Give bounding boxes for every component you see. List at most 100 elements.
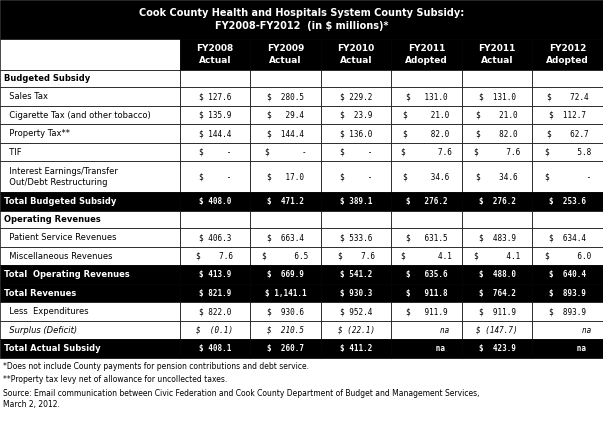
Bar: [532, 87, 603, 106]
Bar: [532, 70, 603, 87]
Text: $   631.5: $ 631.5: [406, 233, 447, 242]
Bar: [250, 192, 321, 211]
Bar: [0, 321, 180, 340]
Text: $  280.5: $ 280.5: [267, 92, 304, 101]
Bar: [532, 265, 603, 284]
Bar: [532, 229, 603, 247]
Text: $    7.6: $ 7.6: [338, 251, 374, 260]
Bar: [532, 162, 603, 192]
Bar: [391, 192, 462, 211]
Bar: [0, 0, 603, 39]
Bar: [180, 192, 250, 211]
Bar: [532, 321, 603, 340]
Text: $     21.0: $ 21.0: [403, 111, 450, 120]
Bar: [250, 87, 321, 106]
Bar: [250, 265, 321, 284]
Text: $  (0.1): $ (0.1): [197, 326, 233, 335]
Bar: [462, 321, 532, 340]
Text: $     -: $ -: [199, 172, 231, 181]
Bar: [0, 106, 180, 124]
Text: $ 1,141.1: $ 1,141.1: [265, 289, 306, 298]
Bar: [391, 162, 462, 192]
Bar: [180, 106, 250, 124]
Text: $   29.4: $ 29.4: [267, 111, 304, 120]
Bar: [462, 211, 532, 229]
Bar: [0, 124, 180, 143]
Text: $  634.4: $ 634.4: [549, 233, 586, 242]
Text: $  911.9: $ 911.9: [479, 307, 516, 316]
Bar: [321, 143, 391, 162]
Bar: [391, 284, 462, 302]
Text: $  471.2: $ 471.2: [267, 197, 304, 206]
Bar: [250, 39, 321, 70]
Text: FY2008
Actual: FY2008 Actual: [197, 44, 233, 64]
Text: $      7.6: $ 7.6: [474, 148, 520, 157]
Bar: [250, 284, 321, 302]
Text: FY2010
Actual: FY2010 Actual: [338, 44, 374, 64]
Bar: [0, 70, 180, 87]
Bar: [532, 247, 603, 265]
Bar: [0, 247, 180, 265]
Text: $ 389.1: $ 389.1: [340, 197, 372, 206]
Bar: [180, 143, 250, 162]
Text: $  640.4: $ 640.4: [549, 270, 586, 279]
Text: $       7.6: $ 7.6: [401, 148, 452, 157]
Text: $    62.7: $ 62.7: [547, 129, 589, 138]
Bar: [250, 162, 321, 192]
Bar: [532, 211, 603, 229]
Text: **Property tax levy net of allowance for uncollected taxes.: **Property tax levy net of allowance for…: [3, 375, 227, 384]
Text: $ 408.0: $ 408.0: [199, 197, 231, 206]
Text: FY2009
Actual: FY2009 Actual: [267, 44, 304, 64]
Bar: [391, 70, 462, 87]
Bar: [250, 211, 321, 229]
Bar: [462, 247, 532, 265]
Bar: [321, 340, 391, 358]
Text: $ 127.6: $ 127.6: [199, 92, 231, 101]
Bar: [0, 162, 180, 192]
Text: $    7.6: $ 7.6: [197, 251, 233, 260]
Text: Cigarette Tax (and other tobacco): Cigarette Tax (and other tobacco): [4, 111, 150, 120]
Text: Budgeted Subsidy: Budgeted Subsidy: [4, 74, 90, 83]
Bar: [0, 265, 180, 284]
Text: $     -: $ -: [199, 148, 231, 157]
Text: $       4.1: $ 4.1: [401, 251, 452, 260]
Text: $   131.0: $ 131.0: [406, 92, 447, 101]
Text: na: na: [545, 326, 591, 335]
Text: Sales Tax: Sales Tax: [4, 92, 48, 101]
Text: $      6.5: $ 6.5: [262, 251, 309, 260]
Text: $      5.8: $ 5.8: [545, 148, 591, 157]
Text: $ 821.9: $ 821.9: [199, 289, 231, 298]
Text: $  893.9: $ 893.9: [549, 289, 586, 298]
Text: $  488.0: $ 488.0: [479, 270, 516, 279]
Text: Surplus (Deficit): Surplus (Deficit): [4, 326, 77, 335]
Text: $      4.1: $ 4.1: [474, 251, 520, 260]
Text: $  669.9: $ 669.9: [267, 270, 304, 279]
Text: $ 930.3: $ 930.3: [340, 289, 372, 298]
Bar: [391, 143, 462, 162]
Text: $  253.6: $ 253.6: [549, 197, 586, 206]
Text: $ (22.1): $ (22.1): [338, 326, 374, 335]
Bar: [250, 321, 321, 340]
Bar: [321, 321, 391, 340]
Bar: [321, 284, 391, 302]
Bar: [321, 229, 391, 247]
Text: Patient Service Revenues: Patient Service Revenues: [4, 233, 116, 242]
Bar: [0, 192, 180, 211]
Bar: [462, 192, 532, 211]
Text: $   911.9: $ 911.9: [406, 307, 447, 316]
Text: Less  Expenditures: Less Expenditures: [4, 307, 88, 316]
Text: $ 952.4: $ 952.4: [340, 307, 372, 316]
Text: $  144.4: $ 144.4: [267, 129, 304, 138]
Text: $    82.0: $ 82.0: [476, 129, 518, 138]
Bar: [180, 70, 250, 87]
Text: $  764.2: $ 764.2: [479, 289, 516, 298]
Bar: [462, 302, 532, 321]
Text: $    72.4: $ 72.4: [547, 92, 589, 101]
Text: $      6.0: $ 6.0: [545, 251, 591, 260]
Bar: [180, 39, 250, 70]
Text: $     82.0: $ 82.0: [403, 129, 450, 138]
Bar: [250, 302, 321, 321]
Text: $    21.0: $ 21.0: [476, 111, 518, 120]
Text: $ 229.2: $ 229.2: [340, 92, 372, 101]
Bar: [180, 211, 250, 229]
